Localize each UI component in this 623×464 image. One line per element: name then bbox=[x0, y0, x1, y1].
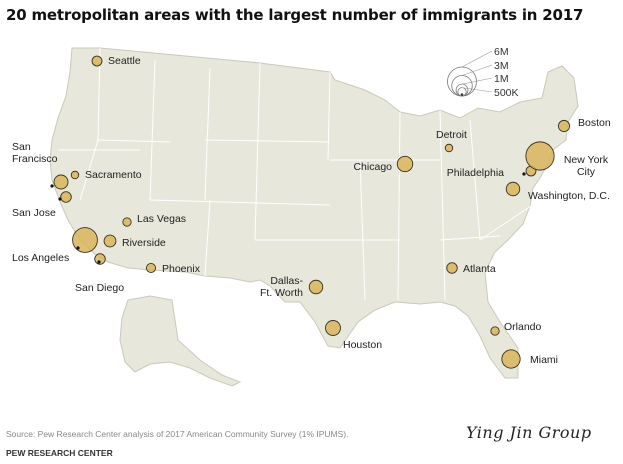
city-bubble-orlando bbox=[490, 326, 500, 336]
city-label-san-francisco: San Francisco bbox=[12, 141, 58, 165]
city-label-san-diego: San Diego bbox=[75, 282, 124, 294]
city-bubble-san-diego bbox=[94, 253, 106, 265]
legend-label: 1M bbox=[494, 73, 509, 85]
state-border-line bbox=[149, 59, 156, 201]
signature-watermark: Ying Jin Group bbox=[466, 423, 592, 442]
city-pointer-dot bbox=[97, 260, 101, 264]
city-pointer-dot bbox=[76, 246, 80, 250]
city-bubbles: Seattle San Francisco Sacramento San Jose Las… bbox=[12, 55, 611, 369]
city-bubble-chicago bbox=[396, 155, 414, 173]
city-bubble-dallas-ft-worth bbox=[308, 279, 324, 295]
state-border-line bbox=[439, 109, 446, 301]
state-border-line bbox=[204, 139, 331, 143]
city-bubble-san-jose bbox=[60, 191, 72, 203]
state-border-line bbox=[327, 71, 331, 161]
us-landmass bbox=[49, 47, 579, 379]
legend-label: 6M bbox=[494, 46, 509, 58]
city-pointer-dot bbox=[50, 184, 54, 188]
legend-center-dot bbox=[460, 93, 464, 96]
city-bubble-sacramento bbox=[70, 170, 80, 180]
city-label-phoenix: Phoenix bbox=[162, 263, 201, 275]
city-label-riverside: Riverside bbox=[122, 237, 166, 249]
city-label-philadelphia: Philadelphia bbox=[447, 167, 504, 179]
city-bubble-phoenix bbox=[145, 262, 157, 274]
legend-circle bbox=[451, 75, 473, 97]
city-label-orlando: Orlando bbox=[504, 321, 542, 333]
legend-leader bbox=[461, 50, 493, 68]
state-border-line bbox=[97, 139, 171, 143]
city-pointer-dot bbox=[522, 172, 526, 176]
city-bubble-boston bbox=[557, 119, 571, 133]
city-bubble-san-francisco bbox=[53, 174, 69, 190]
city-bubble-seattle bbox=[91, 55, 103, 67]
city-label-atlanta: Atlanta bbox=[463, 263, 496, 275]
legend-leader bbox=[461, 77, 493, 85]
legend-circle bbox=[447, 66, 477, 97]
state-border-line bbox=[439, 235, 501, 241]
city-label-new-york-city: New York City bbox=[564, 154, 609, 178]
city-bubble-detroit bbox=[444, 143, 454, 153]
state-borders bbox=[58, 47, 541, 301]
city-label-houston: Houston bbox=[343, 339, 382, 351]
city-bubble-atlanta bbox=[446, 262, 458, 274]
city-label-los-angeles: Los Angeles bbox=[12, 252, 69, 264]
city-label-las-vegas: Las Vegas bbox=[137, 213, 186, 225]
legend-label: 500K bbox=[494, 87, 519, 99]
city-label-sacramento: Sacramento bbox=[85, 169, 142, 181]
state-border-line bbox=[204, 199, 211, 277]
source-note: Source: Pew Research Center analysis of … bbox=[6, 429, 349, 439]
state-border-line bbox=[397, 111, 401, 301]
city-label-detroit: Detroit bbox=[436, 129, 467, 141]
city-label-chicago: Chicago bbox=[353, 161, 392, 173]
state-border-line bbox=[204, 67, 211, 201]
organization-name: PEW RESEARCH CENTER bbox=[6, 448, 113, 458]
legend-label: 3M bbox=[494, 60, 509, 72]
state-border-line bbox=[79, 139, 99, 201]
legend-leader bbox=[461, 64, 493, 76]
city-bubble-washington-d-c- bbox=[505, 181, 521, 197]
city-bubble-miami bbox=[501, 349, 521, 369]
state-border-line bbox=[359, 159, 366, 301]
city-label-boston: Boston bbox=[578, 117, 611, 129]
city-label-san-jose: San Jose bbox=[12, 207, 56, 219]
map-title: 20 metropolitan areas with the largest n… bbox=[6, 6, 584, 24]
city-bubble-riverside bbox=[103, 234, 117, 248]
city-bubble-new-york-city bbox=[525, 141, 555, 171]
city-label-miami: Miami bbox=[530, 354, 558, 366]
state-border-line bbox=[469, 119, 481, 241]
alaska bbox=[119, 295, 242, 387]
city-bubble-las-vegas bbox=[122, 217, 132, 227]
state-border-line bbox=[149, 199, 331, 206]
state-border-line bbox=[254, 62, 261, 241]
city-label-washington-d-c-: Washington, D.C. bbox=[528, 190, 610, 202]
city-label-dallas-ft-worth: Dallas-Ft. Worth bbox=[260, 275, 303, 299]
city-bubble-los-angeles bbox=[72, 227, 98, 253]
city-label-seattle: Seattle bbox=[108, 55, 141, 67]
city-bubble-houston bbox=[325, 320, 341, 336]
city-pointer-dot bbox=[58, 197, 62, 201]
state-border-line bbox=[479, 199, 541, 241]
legend-leader bbox=[461, 87, 493, 93]
